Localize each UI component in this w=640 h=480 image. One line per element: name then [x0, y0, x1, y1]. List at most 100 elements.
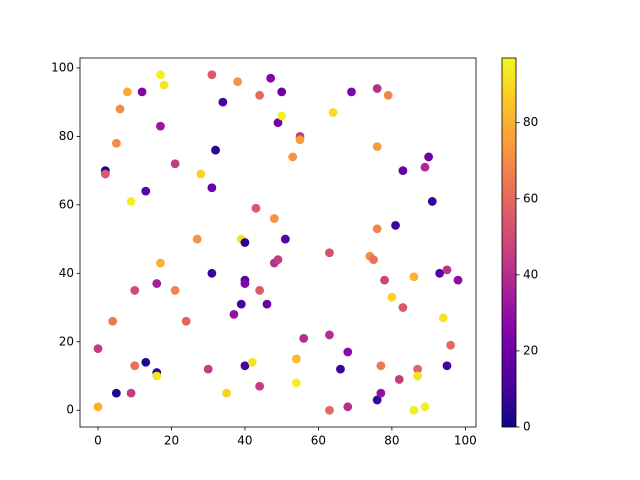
point [347, 87, 356, 97]
point [427, 197, 437, 206]
point [115, 104, 125, 114]
point [126, 388, 136, 398]
point [111, 138, 121, 148]
point [251, 203, 261, 213]
point [376, 388, 386, 398]
point [137, 87, 147, 97]
point [93, 344, 103, 354]
point [192, 234, 202, 244]
y-tick-label: 100 [51, 60, 74, 74]
y-tick-label: 80 [59, 129, 74, 143]
point [277, 87, 287, 97]
point [398, 166, 408, 176]
point [141, 186, 151, 196]
point [409, 272, 419, 282]
point [152, 371, 162, 381]
point [141, 357, 151, 367]
point [325, 405, 334, 415]
point [222, 388, 231, 398]
point [130, 286, 140, 295]
point [130, 361, 140, 371]
point [391, 220, 400, 230]
point [398, 303, 408, 312]
point [207, 183, 217, 193]
point [442, 265, 452, 275]
point [156, 121, 165, 131]
point [299, 333, 309, 343]
point [266, 73, 276, 83]
x-tick-label: 100 [454, 434, 477, 448]
y-tick-label: 0 [66, 403, 74, 417]
point [156, 258, 165, 268]
colorbar [501, 57, 517, 428]
y-tick-label: 20 [59, 334, 74, 348]
colorbar-tick-label: 0 [523, 420, 531, 434]
point [196, 169, 206, 179]
point [255, 381, 265, 391]
point [273, 255, 283, 265]
point [369, 255, 378, 265]
point [100, 169, 110, 179]
point [236, 299, 246, 309]
point [126, 197, 136, 206]
point [247, 357, 257, 367]
point [328, 108, 338, 117]
colorbar-tick-label: 40 [523, 267, 538, 281]
point [170, 286, 180, 295]
point [380, 275, 389, 285]
point [383, 90, 393, 100]
x-tick-label: 60 [311, 434, 326, 448]
point [240, 238, 250, 247]
colorbar-tick-label: 60 [523, 191, 538, 205]
x-tick-label: 40 [237, 434, 252, 448]
point [424, 152, 434, 162]
point [280, 234, 290, 244]
point [255, 90, 265, 100]
colorbar-tick-label: 80 [523, 115, 538, 129]
point [372, 84, 382, 93]
point [159, 80, 169, 90]
point [207, 268, 217, 278]
point [343, 402, 353, 412]
point [233, 77, 242, 87]
point [336, 364, 345, 374]
x-tick-label: 20 [164, 434, 179, 448]
point [181, 316, 191, 326]
point [409, 405, 419, 415]
point [273, 118, 283, 128]
point [255, 286, 265, 295]
point [442, 361, 452, 371]
point [262, 299, 272, 309]
point [413, 364, 422, 374]
point [203, 364, 213, 374]
point [108, 316, 118, 326]
point [240, 279, 250, 288]
point [420, 402, 430, 412]
point [343, 347, 353, 357]
point [269, 214, 279, 223]
point [435, 268, 445, 278]
point [156, 70, 165, 80]
axes-frame [79, 57, 477, 428]
colorbar-tick-label: 20 [523, 343, 538, 357]
point [446, 340, 456, 350]
point [93, 402, 103, 412]
point [438, 313, 448, 323]
y-tick-label: 40 [59, 266, 74, 280]
point [453, 275, 463, 285]
point [291, 354, 301, 364]
point [170, 159, 180, 169]
point [420, 162, 430, 172]
y-tick-label: 60 [59, 197, 74, 211]
point [325, 330, 334, 340]
point [387, 292, 397, 302]
point [372, 142, 382, 152]
point [325, 248, 334, 258]
point [211, 145, 220, 155]
point [229, 309, 239, 319]
point [295, 135, 305, 145]
point [152, 279, 162, 288]
point [291, 378, 301, 388]
point [372, 395, 382, 405]
